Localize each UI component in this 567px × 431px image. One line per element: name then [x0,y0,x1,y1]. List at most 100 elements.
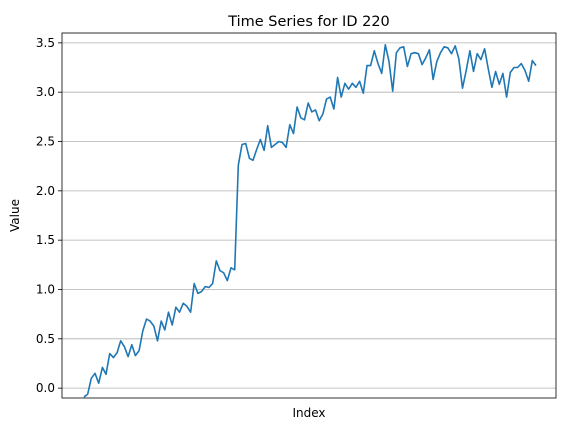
data-point [330,97,331,98]
data-point [495,71,496,72]
data-point [484,48,485,49]
y-tick-label: 2.5 [36,135,55,149]
data-point [444,46,445,47]
data-point [466,70,467,71]
data-point [462,88,463,89]
y-tick-label: 1.5 [36,233,55,247]
data-point [87,394,88,395]
data-point [234,269,235,270]
y-gridlines [62,42,556,389]
data-point [106,374,107,375]
data-point [139,350,140,351]
data-point [359,81,360,82]
data-point [502,73,503,74]
data-point [230,267,231,268]
data-point [256,149,257,150]
data-point [333,108,334,109]
data-point [161,321,162,322]
data-point [253,160,254,161]
data-point [194,283,195,284]
data-point [491,87,492,88]
series-points [84,44,537,397]
data-point [102,367,103,368]
data-point [337,77,338,78]
data-point [392,91,393,92]
data-point [201,291,202,292]
x-axis-label: Index [292,406,325,420]
data-point [374,50,375,51]
data-point [267,125,268,126]
data-point [197,293,198,294]
data-point [208,287,209,288]
data-point [164,329,165,330]
data-point [322,113,323,114]
data-point [506,97,507,98]
data-point [172,325,173,326]
data-point [289,124,290,125]
data-point [366,65,367,66]
data-point [91,378,92,379]
data-point [120,340,121,341]
y-axis-label: Value [8,199,22,232]
data-point [499,84,500,85]
data-point [363,93,364,94]
data-point [135,355,136,356]
data-point [271,147,272,148]
data-point [513,67,514,68]
data-point [113,357,114,358]
data-point [142,330,143,331]
data-point [245,143,246,144]
data-point [447,47,448,48]
data-point [436,61,437,62]
data-point [348,89,349,90]
data-point [146,319,147,320]
data-point [458,58,459,59]
data-point [429,49,430,50]
data-point [150,321,151,322]
data-point [377,63,378,64]
data-point [98,383,99,384]
data-point [341,97,342,98]
data-point [212,283,213,284]
series-line [83,43,537,398]
data-point [117,352,118,353]
data-point [422,64,423,65]
y-tick-label: 3.5 [36,36,55,50]
data-point [124,346,125,347]
data-point [355,87,356,88]
data-point [297,106,298,107]
data-point [396,52,397,53]
data-point [308,103,309,104]
data-point [238,165,239,166]
data-point [219,270,220,271]
y-tick-label: 0.5 [36,332,55,346]
data-point [381,73,382,74]
data-point [264,150,265,151]
data-point [227,280,228,281]
data-point [455,45,456,46]
data-point [109,353,110,354]
y-tick-label: 1.0 [36,282,55,296]
data-point [216,260,217,261]
data-point [186,306,187,307]
data-point [440,52,441,53]
data-point [403,46,404,47]
data-point [282,142,283,143]
data-point [425,57,426,58]
data-point [157,340,158,341]
data-point [528,81,529,82]
data-point [293,133,294,134]
data-point [451,53,452,54]
data-point [389,61,390,62]
y-axis-ticks: 0.0 0.5 1.0 1.5 2.0 2.5 3.0 3.5 [36,36,62,395]
data-point [249,158,250,159]
data-point [536,65,537,66]
data-point [179,312,180,313]
data-point [326,99,327,100]
data-point [286,147,287,148]
data-point [95,373,96,374]
data-point [480,59,481,60]
data-point [473,71,474,72]
data-point [414,52,415,53]
